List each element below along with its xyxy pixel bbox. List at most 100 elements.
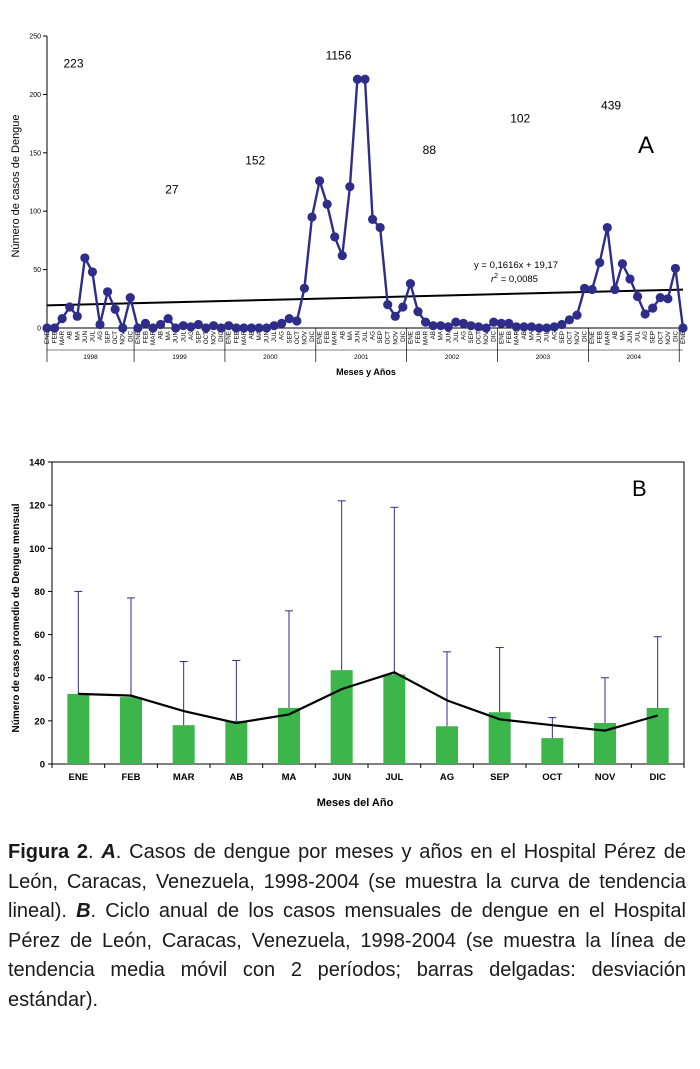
chart-b-bar	[278, 707, 300, 764]
chart-a-month-tick-label: JUL	[635, 331, 642, 343]
chart-a-month-tick-label: MA	[529, 330, 536, 340]
chart-a-month-tick-label: JUL	[180, 331, 187, 343]
chart-a-month-tick-label: MAR	[241, 331, 248, 345]
chart-a-point	[246, 323, 257, 333]
chart-a-year-label: 2000	[263, 354, 278, 361]
chart-b-bar	[383, 674, 406, 764]
chart-a-month-tick-label: SEP	[195, 331, 202, 344]
chart-a-r2-value: = 0,0085	[498, 274, 538, 285]
chart-b-y-tick-label: 40	[34, 673, 45, 684]
chart-a-month-tick-label: FEB	[415, 331, 422, 343]
chart-a-month-tick-label: AG	[188, 331, 195, 340]
chart-b-bar	[330, 670, 353, 764]
chart-a-point	[670, 263, 681, 274]
chart-a-point	[413, 307, 423, 317]
chart-b-xlabel: Meses del Año	[317, 797, 394, 809]
chart-a-point	[595, 257, 605, 268]
chart-a-point	[314, 176, 325, 186]
chart-a-month-tick-label: ENE	[44, 331, 51, 344]
chart-a-point	[307, 212, 317, 222]
chart-b-bar	[488, 712, 511, 764]
chart-a-year-label: 2001	[354, 354, 369, 361]
chart-a-point	[80, 253, 90, 263]
chart-b-axes: 0 20 40 60 80 100 120 140	[29, 458, 685, 771]
chart-b-ylabel: Número de casos promedio de Dengue mensu…	[11, 503, 22, 732]
chart-a-point	[663, 294, 673, 304]
chart-a-month-tick-label: OCT	[476, 331, 483, 344]
chart-a-month-tick-label: ENE	[680, 331, 687, 344]
chart-a-point	[330, 232, 340, 242]
chart-a-point	[572, 310, 582, 320]
chart-a-month-tick-label: AG	[97, 331, 104, 340]
chart-a-month-tick-label: MA	[165, 330, 172, 340]
chart-a-month-tick-label: MAR	[150, 331, 157, 345]
chart-b-category-label: NOV	[595, 772, 616, 783]
chart-a-point	[655, 293, 665, 303]
chart-a-month-tick-label: JUL	[362, 331, 369, 343]
chart-b-category-label: DIC	[649, 772, 666, 783]
chart-a-point	[261, 323, 272, 333]
chart-b: 0 20 40 60 80 100 120 140 ENE FEB MAR AB MA JUN JUL AG…	[11, 458, 685, 809]
chart-b-y-tick-label: 20	[34, 716, 45, 727]
chart-a-month-tick-label: DIC	[672, 331, 679, 342]
chart-b-bar	[172, 725, 195, 764]
chart-a-month-tick-label: JUN	[82, 331, 89, 344]
chart-a-point	[352, 74, 363, 84]
chart-a-point	[95, 319, 105, 330]
chart-b-category-label: JUL	[385, 772, 403, 783]
chart-a-trendline-group	[46, 288, 684, 307]
chart-a-point	[557, 319, 567, 330]
chart-a-point	[133, 323, 143, 333]
chart-a-month-tick-label: JUL	[453, 331, 460, 343]
chart-a-month-tick-label: AB	[339, 331, 346, 339]
chart-a-point	[110, 304, 120, 314]
chart-b-tick-labels: ENE FEB MAR AB MA JUN JUL AG SEP OCT NOV DIC	[69, 772, 666, 783]
chart-a-point	[534, 323, 544, 333]
chart-a-point	[632, 291, 643, 302]
chart-b-bar	[594, 723, 616, 764]
chart-a-point	[496, 318, 506, 328]
chart-a-point	[504, 318, 514, 328]
chart-a-point	[526, 322, 537, 332]
chart-a-trendline	[46, 288, 684, 307]
chart-b-category-label: AG	[440, 772, 454, 783]
caption-text-b: . Ciclo anual de los casos mensuales de …	[8, 900, 686, 1011]
chart-a-annual-total: 439	[601, 99, 621, 113]
chart-a-month-tick-label: DIC	[309, 331, 316, 342]
chart-a-point	[428, 321, 438, 331]
chart-a-month-tick-label: MA	[438, 330, 445, 340]
chart-a-point	[292, 316, 302, 326]
chart-a-point	[678, 323, 688, 333]
chart-b-category-label: OCT	[542, 772, 562, 783]
chart-b-bar	[646, 707, 669, 764]
chart-a-month-tick-label: MAR	[604, 331, 611, 345]
chart-a-point	[65, 302, 75, 312]
chart-a-point	[148, 323, 158, 333]
chart-a-month-tick-label: SEP	[105, 331, 112, 344]
chart-a-annual-total: 88	[423, 143, 437, 157]
chart-a-point	[383, 300, 393, 310]
chart-b-category-label: ENE	[69, 772, 89, 783]
chart-b-category-label: FEB	[122, 772, 141, 783]
caption-sep: .	[88, 841, 102, 863]
chart-a-month-tick-label: JUN	[445, 331, 452, 344]
chart-a-month-tick-label: FEB	[142, 331, 149, 343]
chart-a-month-tick-label: JUN	[627, 331, 634, 344]
chart-a-point	[367, 214, 378, 224]
chart-a-month-tick-label: JUN	[264, 331, 271, 344]
chart-a-trend-r2: r2 = 0,0085	[491, 273, 538, 285]
chart-a-point	[178, 321, 188, 331]
caption-label-a: A	[101, 841, 116, 863]
chart-a-point	[579, 283, 590, 293]
chart-a-month-tick-label: ENE	[226, 331, 233, 344]
chart-a-month-tick-label: AB	[521, 331, 528, 339]
chart-a-point	[390, 311, 400, 321]
chart-a-month-tick-label: MAR	[513, 331, 520, 345]
chart-a-annual-total: 152	[245, 153, 265, 167]
chart-a-month-tick-label: JUL	[544, 331, 551, 343]
chart-a-month-tick-label: NOV	[574, 330, 581, 344]
chart-a-year-label: 2002	[445, 354, 460, 361]
chart-a-point	[458, 318, 469, 328]
chart-a-month-tick-label: OCT	[566, 331, 573, 344]
chart-a-month-tick-label: NOV	[392, 330, 399, 344]
